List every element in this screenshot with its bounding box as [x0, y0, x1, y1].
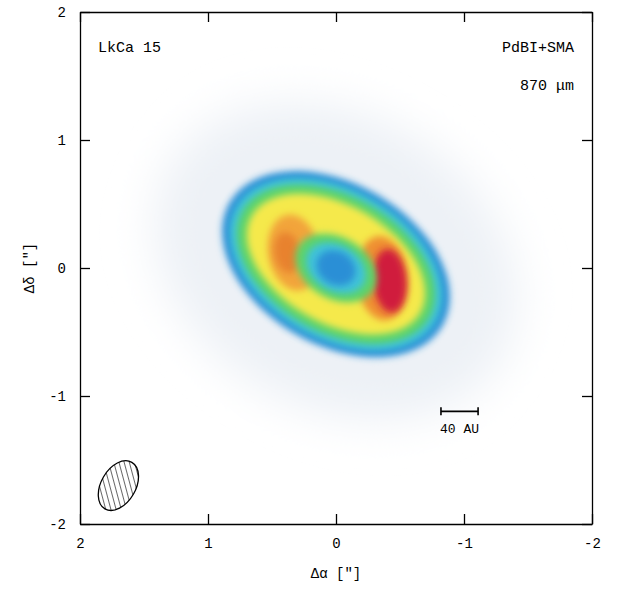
- tick: 0: [332, 514, 340, 552]
- tick-mark: [80, 524, 90, 525]
- axis-line: [81, 524, 593, 525]
- chart: 40 AU 2 1 0 -1 -2 -2 -1 0 1 2 Δα [″] Δδ [″] LkCa 15 Pd…: [0, 0, 617, 597]
- tick: 2: [58, 5, 90, 21]
- tick-mark: [208, 12, 209, 22]
- emission-map: [96, 38, 576, 485]
- tick-label: 0: [332, 536, 340, 552]
- x-axis: 2 1 0 -1 -2: [76, 514, 601, 552]
- tick-mark: [80, 12, 90, 13]
- wavelength-label: 870 μm: [520, 78, 574, 95]
- tick-label: -2: [584, 536, 601, 552]
- emission-contour: [189, 133, 482, 396]
- tick: [582, 12, 592, 13]
- emission-contour: [209, 152, 463, 377]
- tick-mark: [336, 12, 337, 22]
- tick-mark: [80, 140, 90, 141]
- axis-line: [592, 13, 593, 525]
- x-axis-top: [81, 12, 593, 22]
- tick-label: -2: [49, 517, 66, 533]
- tick-label: 2: [76, 536, 84, 552]
- scale-bar-label: 40 AU: [440, 422, 479, 437]
- instrument-label: PdBI+SMA: [502, 40, 574, 57]
- x-axis-title: Δα [″]: [311, 566, 361, 582]
- tick-mark: [464, 12, 465, 22]
- emission-contour: [310, 243, 362, 292]
- tick-mark: [80, 396, 90, 397]
- emission-contour: [297, 232, 375, 304]
- tick-label: 1: [58, 133, 66, 149]
- tick-label: 0: [58, 261, 66, 277]
- emission-contour: [96, 38, 576, 485]
- tick: [208, 12, 209, 22]
- object-label: LkCa 15: [98, 40, 161, 57]
- tick-label: -1: [49, 389, 66, 405]
- y-axis-right: [582, 13, 593, 525]
- scale-bar-line: [441, 407, 478, 415]
- tick-mark: [80, 268, 90, 269]
- tick-mark: [208, 514, 209, 524]
- tick: -2: [49, 517, 90, 533]
- tick: [582, 268, 592, 269]
- tick-label: 2: [58, 5, 66, 21]
- tick: -1: [49, 389, 90, 405]
- tick-mark: [582, 524, 592, 525]
- tick: 0: [58, 261, 90, 277]
- tick: -1: [456, 514, 473, 552]
- tick-label: 1: [204, 536, 212, 552]
- emission-contour: [222, 165, 449, 364]
- tick: [336, 12, 337, 22]
- emission-contour: [199, 142, 473, 386]
- tick-mark: [336, 514, 337, 524]
- tick-mark: [582, 396, 592, 397]
- tick: [464, 12, 465, 22]
- tick: [582, 140, 592, 141]
- emission-contour: [283, 220, 389, 317]
- tick-mark: [464, 514, 465, 524]
- tick: [582, 396, 592, 397]
- tick-mark: [582, 140, 592, 141]
- tick: 1: [204, 514, 212, 552]
- tick-mark: [582, 12, 592, 13]
- beam: [90, 454, 147, 518]
- y-axis: -2 -1 0 1 2: [49, 5, 90, 533]
- tick-label: -1: [456, 536, 473, 552]
- tick: 1: [58, 133, 90, 149]
- tick-mark: [582, 268, 592, 269]
- y-axis-title: Δδ [″]: [22, 243, 38, 293]
- scale-bar: [441, 407, 478, 415]
- tick: [582, 524, 592, 525]
